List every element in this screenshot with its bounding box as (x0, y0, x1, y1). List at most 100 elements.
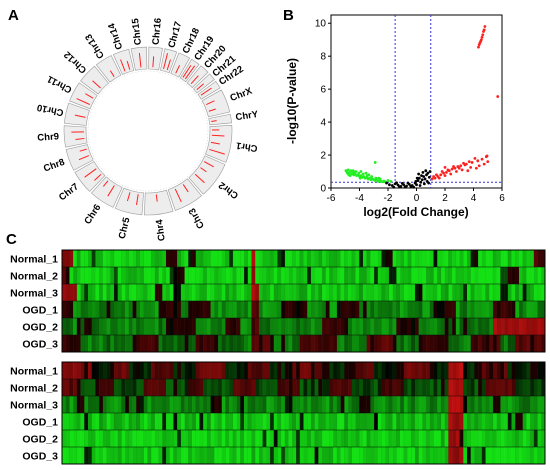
heatmap-cell (88, 335, 92, 352)
heatmap-cell (500, 379, 505, 396)
volcano-point-up (476, 159, 480, 163)
heatmap-cell (322, 250, 327, 267)
heatmap-cell (151, 362, 156, 379)
heatmap-cell (411, 250, 416, 267)
heatmap-cell (522, 413, 527, 430)
heatmap-cell (374, 447, 379, 464)
chromosome-segment-chr13 (95, 55, 122, 83)
heatmap-cell (136, 284, 141, 301)
heatmap-cell (448, 335, 453, 352)
heatmap-cell (266, 301, 271, 318)
heatmap-cell (136, 430, 141, 447)
heatmap-cell (251, 379, 256, 396)
heatmap-cell (433, 379, 438, 396)
heatmap-cell (388, 301, 393, 318)
heatmap-cell (303, 396, 308, 413)
heatmap-cell (500, 284, 505, 301)
circos-mark (163, 53, 169, 70)
heatmap-cell (504, 413, 509, 430)
heatmap-cell (262, 301, 267, 318)
heatmap-cell (474, 447, 479, 464)
heatmap-cell (117, 335, 122, 352)
heatmap-cell (184, 447, 189, 464)
heatmap-cell (422, 447, 427, 464)
heatmap-cell (143, 335, 148, 352)
heatmap-cell (377, 284, 382, 301)
heatmap-cell (362, 413, 367, 430)
heatmap-cell (281, 335, 286, 352)
heatmap-cell (336, 335, 341, 352)
chromosome-segment-chr19 (179, 58, 200, 83)
volcano-point-up (482, 162, 486, 166)
heatmap-cell (533, 301, 538, 318)
heatmap-cell (533, 362, 538, 379)
heatmap-cell (411, 284, 416, 301)
heatmap-cell (385, 447, 390, 464)
heatmap-cell (303, 250, 308, 267)
heatmap-cell (448, 267, 453, 284)
heatmap-cell (374, 362, 379, 379)
heatmap-cell (69, 447, 74, 464)
heatmap-cell (522, 362, 527, 379)
heatmap-cell (362, 301, 367, 318)
heatmap-cell (437, 447, 442, 464)
heatmap-cell (463, 318, 468, 335)
heatmap-cell (166, 250, 170, 267)
heatmap-cell (310, 362, 315, 379)
heatmap-cell (128, 447, 133, 464)
heatmap-cell (229, 250, 234, 267)
heatmap-cell (91, 379, 96, 396)
heatmap-cell (310, 284, 315, 301)
heatmap-cell (102, 250, 107, 267)
heatmap-cell (518, 379, 523, 396)
heatmap-cell (229, 447, 234, 464)
heatmap-cell (251, 430, 256, 447)
heatmap-cell (522, 430, 527, 447)
heatmap-cell (247, 396, 252, 413)
heatmap-cell (478, 250, 483, 267)
heatmap-cell (400, 379, 405, 396)
heatmap-cell (162, 267, 167, 284)
heatmap-cell (452, 267, 457, 284)
heatmap-cell (437, 413, 442, 430)
volcano-point-neutral (414, 180, 418, 183)
volcano-point-up (452, 165, 455, 168)
heatmap-cell (541, 318, 546, 335)
heatmap-cell (296, 301, 301, 318)
heatmap-cell (232, 335, 237, 352)
heatmap-cell (125, 284, 130, 301)
heatmap-cell (258, 267, 263, 284)
heatmap-cell (117, 284, 122, 301)
heatmap-cell (433, 413, 438, 430)
heatmap-cell (318, 267, 323, 284)
volcano-point-up (459, 164, 463, 168)
volcano-point-up (449, 172, 453, 176)
volcano-point-up (430, 177, 434, 181)
heatmap-cell (121, 447, 126, 464)
heatmap-cell (199, 250, 204, 267)
heatmap-cell (351, 362, 356, 379)
heatmap-cell (381, 379, 386, 396)
heatmap-cell (444, 250, 449, 267)
volcano-point-neutral (425, 180, 429, 183)
heatmap-cell (329, 250, 334, 267)
chromosome-label: Chr2 (217, 179, 241, 201)
heatmap-cell (247, 362, 252, 379)
heatmap-cell (199, 267, 204, 284)
heatmap-cell (400, 396, 405, 413)
heatmap-cell (166, 335, 170, 352)
heatmap-cell (500, 396, 505, 413)
heatmap-cell (392, 396, 397, 413)
heatmap-frame (61, 249, 546, 353)
volcano-point-neutral (412, 185, 416, 189)
heatmap-cell (166, 396, 170, 413)
x-tick-label: -6 (327, 193, 336, 204)
volcano-point-down (386, 179, 390, 182)
heatmap-cell (95, 284, 100, 301)
heatmap-cell (459, 396, 464, 413)
heatmap-cell (221, 267, 226, 284)
heatmap-cell (362, 379, 367, 396)
heatmap-cell (366, 430, 371, 447)
heatmap-cell (333, 379, 338, 396)
